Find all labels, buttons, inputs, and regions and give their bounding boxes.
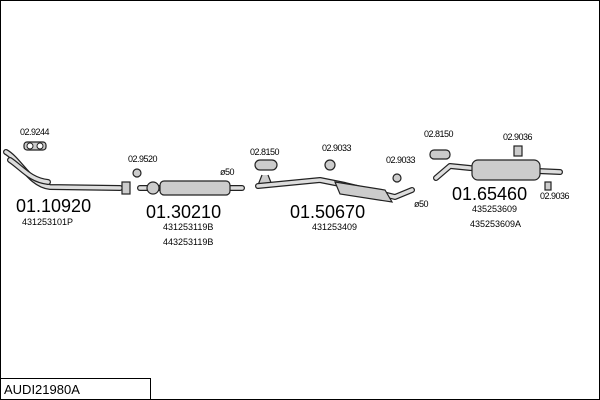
part-code: 01.50670 (290, 202, 365, 222)
hanger-icon (254, 159, 278, 186)
part-ref: 431253101P (22, 217, 73, 227)
part-ref: 431253409 (312, 222, 357, 232)
clamp-icon (23, 141, 47, 151)
part-code: 01.65460 (452, 184, 527, 204)
diameter-label: ø50 (414, 199, 429, 209)
fitting-label: 02.9036 (540, 191, 570, 201)
fitting-label: 02.9036 (503, 132, 533, 142)
part-ref: 443253119B (163, 237, 213, 247)
front-pipe (3, 149, 131, 195)
fitting-label: 02.9520 (128, 154, 158, 164)
fitting-label: 02.9033 (386, 155, 416, 165)
intermediate-muffler (255, 177, 415, 203)
diameter-label: ø50 (220, 167, 235, 177)
rear-muffler (429, 145, 563, 191)
model-label: AUDI21980A (4, 382, 80, 397)
fitting-label: 02.8150 (250, 147, 280, 157)
part-ref: 435253609 (472, 204, 517, 214)
ring-icon (132, 168, 142, 178)
part-code: 01.30210 (146, 202, 221, 222)
part-ref: 435253609A (470, 219, 521, 229)
part-code: 01.10920 (16, 196, 91, 216)
middle-muffler (137, 180, 245, 196)
fitting-label: 02.9033 (322, 143, 352, 153)
ring-icon (324, 159, 402, 183)
fitting-label: 02.8150 (424, 129, 454, 139)
fitting-label: 02.9244 (20, 127, 50, 137)
part-ref: 431253119B (163, 222, 213, 232)
